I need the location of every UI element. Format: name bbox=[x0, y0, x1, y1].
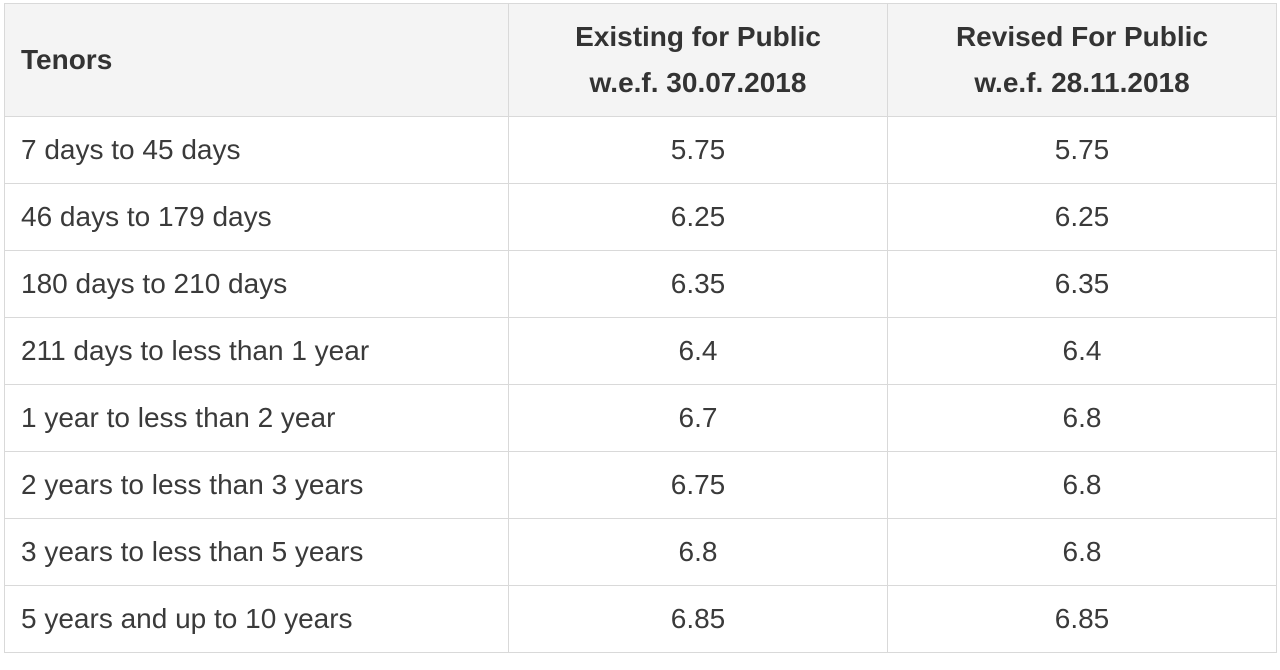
table-row: 46 days to 179 days 6.25 6.25 bbox=[4, 183, 1277, 251]
rate-cell: 6.4 bbox=[508, 317, 888, 385]
rate-cell: 6.85 bbox=[887, 585, 1277, 653]
header-text: Revised For Public bbox=[955, 21, 1209, 52]
tenor-cell: 3 years to less than 5 years bbox=[4, 518, 509, 586]
rate-cell: 6.85 bbox=[508, 585, 888, 653]
tenor-cell: 2 years to less than 3 years bbox=[4, 451, 509, 519]
rate-cell: 6.7 bbox=[508, 384, 888, 452]
table-header: Tenors Existing for Public w.e.f. 30.07.20… bbox=[4, 3, 1277, 117]
rate-cell: 6.35 bbox=[887, 250, 1277, 318]
header-text: w.e.f. 30.07.2018 bbox=[589, 67, 807, 98]
header-text: Tenors bbox=[21, 44, 113, 75]
tenor-cell: 180 days to 210 days bbox=[4, 250, 509, 318]
rate-cell: 6.8 bbox=[887, 384, 1277, 452]
table-row: 1 year to less than 2 year 6.7 6.8 bbox=[4, 384, 1277, 452]
table-row: 180 days to 210 days 6.35 6.35 bbox=[4, 250, 1277, 318]
rate-cell: 5.75 bbox=[887, 116, 1277, 184]
header-row: Tenors Existing for Public w.e.f. 30.07.20… bbox=[4, 3, 1277, 117]
tenor-cell: 5 years and up to 10 years bbox=[4, 585, 509, 653]
table-row: 5 years and up to 10 years 6.85 6.85 bbox=[4, 585, 1277, 653]
rate-cell: 6.8 bbox=[887, 451, 1277, 519]
rates-table: Tenors Existing for Public w.e.f. 30.07.20… bbox=[4, 3, 1277, 653]
column-header: Existing for Public w.e.f. 30.07.2018 bbox=[508, 3, 888, 117]
table-body: 7 days to 45 days 5.75 5.75 46 days to 179 … bbox=[4, 116, 1277, 653]
tenor-cell: 7 days to 45 days bbox=[4, 116, 509, 184]
rate-cell: 6.8 bbox=[887, 518, 1277, 586]
column-header: Tenors bbox=[4, 3, 509, 117]
column-header: Revised For Public w.e.f. 28.11.2018 bbox=[887, 3, 1277, 117]
rate-cell: 6.4 bbox=[887, 317, 1277, 385]
tenor-cell: 46 days to 179 days bbox=[4, 183, 509, 251]
rate-cell: 6.8 bbox=[508, 518, 888, 586]
rate-cell: 6.75 bbox=[508, 451, 888, 519]
table-row: 2 years to less than 3 years 6.75 6.8 bbox=[4, 451, 1277, 519]
table-row: 211 days to less than 1 year 6.4 6.4 bbox=[4, 317, 1277, 385]
tenor-cell: 1 year to less than 2 year bbox=[4, 384, 509, 452]
header-text: w.e.f. 28.11.2018 bbox=[974, 67, 1190, 98]
rate-cell: 5.75 bbox=[508, 116, 888, 184]
tenor-cell: 211 days to less than 1 year bbox=[4, 317, 509, 385]
rate-cell: 6.35 bbox=[508, 250, 888, 318]
table-row: 3 years to less than 5 years 6.8 6.8 bbox=[4, 518, 1277, 586]
rate-cell: 6.25 bbox=[508, 183, 888, 251]
rates-table-container: Tenors Existing for Public w.e.f. 30.07.20… bbox=[4, 3, 1277, 653]
header-text: Existing for Public bbox=[575, 21, 821, 52]
table-row: 7 days to 45 days 5.75 5.75 bbox=[4, 116, 1277, 184]
rate-cell: 6.25 bbox=[887, 183, 1277, 251]
